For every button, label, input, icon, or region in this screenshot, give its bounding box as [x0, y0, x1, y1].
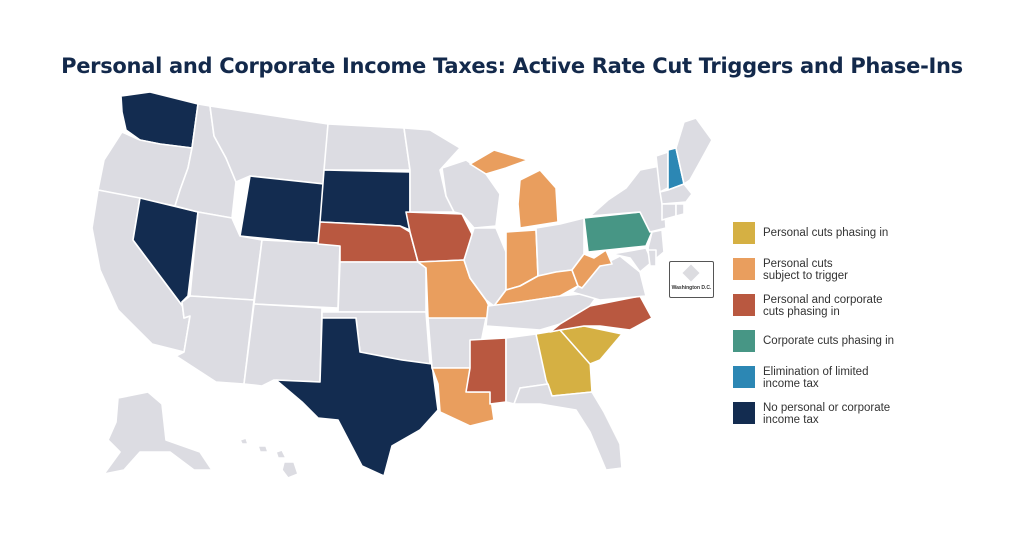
legend-swatch: [733, 258, 755, 280]
state-wv: [571, 249, 613, 289]
state-az: [175, 295, 255, 385]
state-wy: [239, 175, 325, 245]
state-ri: [675, 203, 685, 217]
state-ia: [405, 211, 475, 263]
legend-item-no-tax: No personal or corporate income tax: [733, 402, 933, 438]
legend-swatch: [733, 294, 755, 316]
state-fl: [513, 383, 623, 471]
map-title: Personal and Corporate Income Taxes: Act…: [61, 54, 963, 78]
state-me: [675, 117, 713, 185]
dc-shape: [682, 264, 700, 282]
legend-label: Corporate cuts phasing in: [763, 335, 895, 347]
dc-inset: Washington D.C.: [669, 261, 714, 298]
legend-label: Elimination of limited income tax: [763, 366, 869, 390]
legend-item-limited-elimination: Elimination of limited income tax: [733, 366, 933, 402]
state-nm: [243, 303, 323, 387]
legend-item-personal-phasing: Personal cuts phasing in: [733, 222, 933, 258]
legend-swatch: [733, 402, 755, 424]
legend-label: No personal or corporate income tax: [763, 402, 891, 426]
legend-label: Personal and corporate cuts phasing in: [763, 294, 883, 318]
state-nc: [549, 295, 653, 333]
state-ct: [661, 203, 677, 221]
legend-swatch: [733, 222, 755, 244]
state-ak: [103, 391, 213, 475]
legend-swatch: [733, 366, 755, 388]
state-tx: [275, 317, 439, 477]
dc-label: Washington D.C.: [671, 285, 712, 291]
state-de: [647, 249, 657, 267]
legend-label: Personal cuts phasing in: [763, 227, 889, 239]
state-co: [253, 239, 341, 309]
state-md: [611, 247, 653, 273]
state-pa: [583, 211, 653, 253]
state-sd: [319, 169, 411, 231]
state-mi: [469, 149, 559, 229]
legend: Personal cuts phasing in Personal cuts s…: [733, 222, 933, 438]
state-ks: [337, 261, 427, 313]
state-nd: [323, 123, 411, 171]
legend-item-corporate-phasing: Corporate cuts phasing in: [733, 330, 933, 366]
legend-swatch: [733, 330, 755, 352]
legend-item-personal-corporate-phasing: Personal and corporate cuts phasing in: [733, 294, 933, 330]
state-hi: [239, 437, 299, 479]
legend-label: Personal cuts subject to trigger: [763, 258, 849, 282]
legend-item-personal-trigger: Personal cuts subject to trigger: [733, 258, 933, 294]
